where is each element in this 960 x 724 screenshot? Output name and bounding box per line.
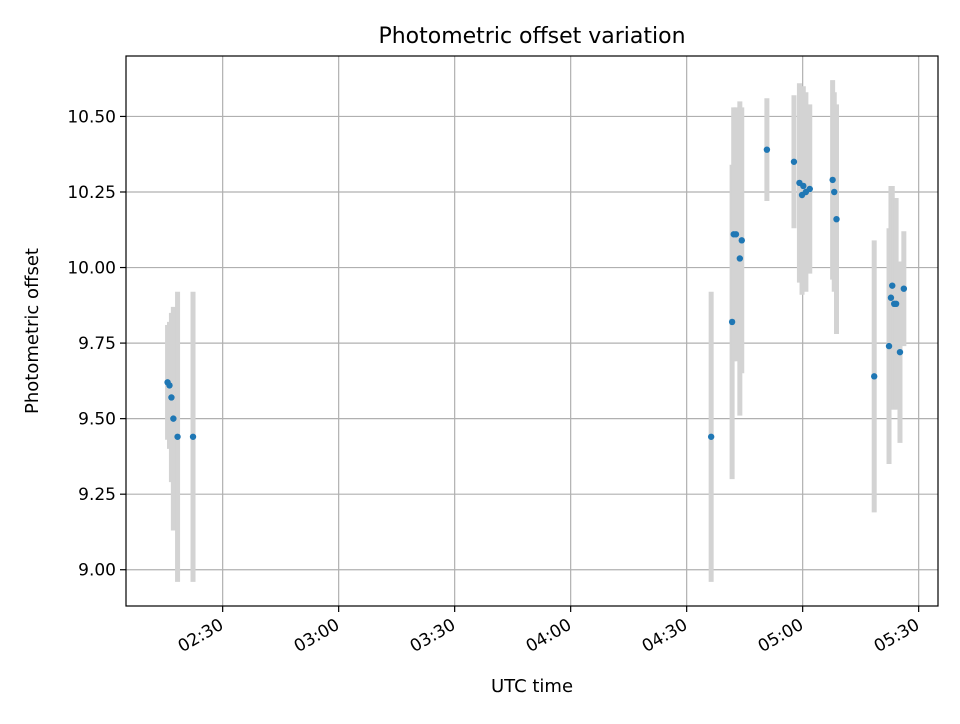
x-tick-label: 03:30 [407,615,459,657]
x-tick-label: 02:30 [175,615,227,657]
data-point [900,285,908,292]
data-point [728,318,736,326]
data-point [889,282,896,289]
x-tick-label: 04:30 [639,615,691,657]
y-tick-label: 9.25 [78,485,116,505]
data-point [166,382,173,389]
data-point [732,231,740,238]
error-bars [165,80,907,582]
y-tick-label: 9.75 [78,334,116,354]
data-points [164,146,908,440]
grid [126,56,938,606]
y-tick-label: 10.00 [67,259,116,279]
data-point [892,300,900,308]
data-point [833,215,840,223]
x-tick-label: 05:30 [871,615,923,657]
data-point [168,394,175,401]
data-point [871,373,878,380]
data-point [831,188,838,196]
data-point [887,294,895,301]
data-point [736,255,744,262]
y-tick-label: 9.50 [78,410,116,430]
data-point [806,185,813,193]
y-tick-label: 10.50 [67,107,116,127]
data-point [790,158,798,165]
x-tick-label: 05:00 [755,615,807,657]
y-axis-label: Photometric offset [22,248,43,414]
chart-title: Photometric offset variation [378,24,685,49]
data-point [738,237,745,244]
data-point [885,342,893,350]
plot-area-frame [125,55,939,607]
x-tick-label: 04:00 [523,615,575,657]
data-point [189,433,197,440]
data-point [829,176,836,184]
data-point [174,433,181,440]
y-tick-label: 9.00 [78,561,116,581]
x-axis-label: UTC time [491,676,573,697]
y-tick-label: 10.25 [67,183,116,203]
data-point [170,415,177,422]
data-point [707,433,715,440]
x-tick-label: 03:00 [291,615,343,657]
data-point [763,146,771,153]
data-point [896,348,904,356]
data-point [800,182,807,190]
